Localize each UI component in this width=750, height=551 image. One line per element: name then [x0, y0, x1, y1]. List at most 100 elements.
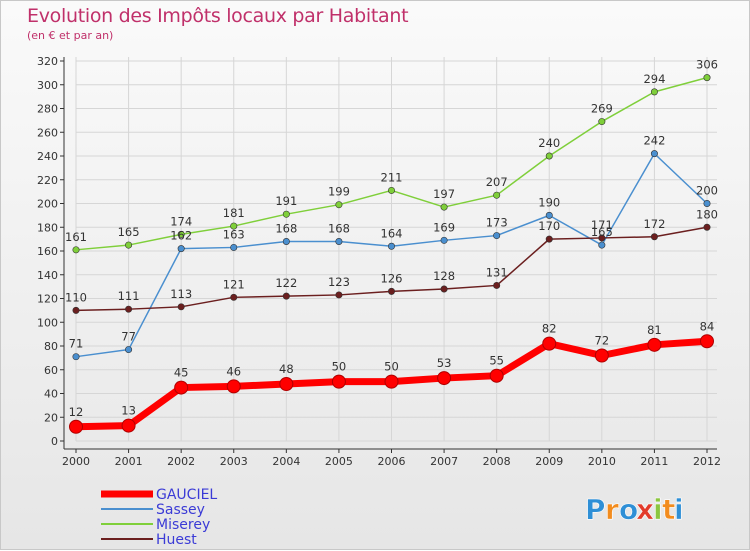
data-label-miserey: 240 [538, 136, 560, 150]
data-label-huest: 121 [223, 277, 245, 291]
data-label-huest: 113 [170, 287, 192, 301]
x-tick-label: 2003 [220, 455, 248, 468]
data-label-gauciel: 13 [121, 404, 136, 418]
y-tick-label: 180 [37, 221, 58, 234]
data-label-miserey: 211 [381, 170, 403, 184]
y-tick-label: 140 [37, 269, 58, 282]
point-huest [493, 281, 501, 289]
data-label-gauciel: 55 [489, 354, 504, 368]
point-sassey [72, 353, 80, 361]
point-sassey [650, 150, 658, 158]
point-miserey [598, 118, 606, 126]
data-label-gauciel: 81 [647, 323, 662, 337]
legend-label-miserey: Miserey [156, 517, 210, 533]
data-label-huest: 126 [381, 271, 403, 285]
point-sassey [335, 238, 343, 246]
data-label-gauciel: 12 [69, 405, 84, 419]
point-sassey [387, 242, 395, 250]
point-gauciel [69, 419, 83, 434]
point-miserey [177, 230, 185, 238]
point-miserey [72, 246, 80, 254]
point-sassey [598, 241, 606, 249]
data-label-sassey: 164 [381, 226, 403, 240]
data-label-huest: 110 [65, 290, 87, 304]
data-label-miserey: 191 [275, 194, 297, 208]
data-label-huest: 170 [538, 219, 560, 233]
point-miserey [493, 191, 501, 199]
y-tick-label: 60 [44, 364, 58, 377]
data-label-sassey: 71 [69, 337, 84, 351]
point-huest [230, 293, 238, 301]
data-label-huest: 111 [118, 289, 140, 303]
data-label-gauciel: 84 [700, 319, 715, 333]
data-label-huest: 172 [643, 217, 665, 231]
data-label-huest: 128 [433, 269, 455, 283]
logo-letter: r [605, 493, 619, 526]
chart-title: Evolution des Impôts locaux par Habitant [27, 5, 409, 27]
data-label-huest: 131 [486, 265, 508, 279]
y-tick-label: 120 [37, 293, 58, 306]
y-tick-label: 100 [37, 316, 58, 329]
logo-letter: x [636, 493, 654, 526]
legend-label-sassey: Sassey [156, 502, 205, 518]
logo-letter: P [585, 493, 606, 526]
data-label-miserey: 199 [328, 185, 350, 199]
x-tick-label: 2002 [167, 455, 195, 468]
point-huest [72, 306, 80, 314]
data-label-sassey: 173 [486, 216, 508, 230]
legend-label-gauciel: GAUCIEL [156, 487, 217, 503]
point-gauciel [384, 374, 399, 389]
point-huest [177, 303, 185, 311]
point-huest [440, 285, 448, 293]
axes [60, 57, 717, 453]
y-tick-label: 200 [37, 198, 58, 211]
data-label-miserey: 181 [223, 206, 245, 220]
x-ticks: 2000 2001 2002 2003 2004 2005 2006 2007 2008 2009… [62, 455, 721, 468]
point-miserey [125, 241, 133, 249]
data-label-sassey: 165 [591, 225, 613, 239]
data-label-gauciel: 45 [174, 366, 189, 380]
point-miserey [440, 203, 448, 211]
point-miserey [230, 222, 238, 230]
x-tick-label: 2010 [588, 455, 616, 468]
point-sassey [703, 200, 711, 208]
x-tick-label: 2008 [483, 455, 511, 468]
data-label-gauciel: 48 [279, 362, 294, 376]
data-label-miserey: 161 [65, 230, 87, 244]
data-label-gauciel: 46 [226, 364, 241, 378]
data-label-miserey: 174 [170, 214, 192, 228]
y-tick-label: 40 [44, 388, 58, 401]
y-tick-label: 0 [51, 435, 58, 448]
point-miserey [387, 186, 395, 194]
y-ticks: 0 20 40 60 80 100 120 140 160 180 200 220 240 260 280 3… [37, 55, 58, 448]
data-label-huest: 122 [275, 276, 297, 290]
point-sassey [282, 238, 290, 246]
y-tick-label: 220 [37, 174, 58, 187]
point-gauciel [279, 377, 294, 391]
point-miserey [282, 210, 290, 218]
point-huest [387, 287, 395, 295]
logo-letter: i [674, 493, 684, 526]
data-label-sassey: 200 [696, 184, 718, 198]
x-tick-label: 2005 [325, 455, 353, 468]
data-label-miserey: 294 [643, 72, 665, 86]
point-miserey [650, 88, 658, 96]
data-label-sassey: 190 [538, 195, 560, 209]
data-label-gauciel: 53 [437, 356, 452, 370]
y-tick-label: 300 [37, 79, 58, 92]
y-tick-label: 160 [37, 245, 58, 258]
point-huest [703, 223, 711, 231]
point-huest [545, 235, 553, 243]
data-label-huest: 180 [696, 207, 718, 221]
x-tick-label: 2011 [640, 455, 668, 468]
point-gauciel [594, 348, 609, 363]
data-label-gauciel: 50 [332, 360, 347, 374]
data-label-gauciel: 50 [384, 360, 399, 374]
data-label-sassey: 168 [275, 222, 297, 236]
legend-label-huest: Huest [156, 532, 197, 548]
logo-letter: t [662, 493, 675, 526]
point-gauciel [647, 337, 662, 352]
